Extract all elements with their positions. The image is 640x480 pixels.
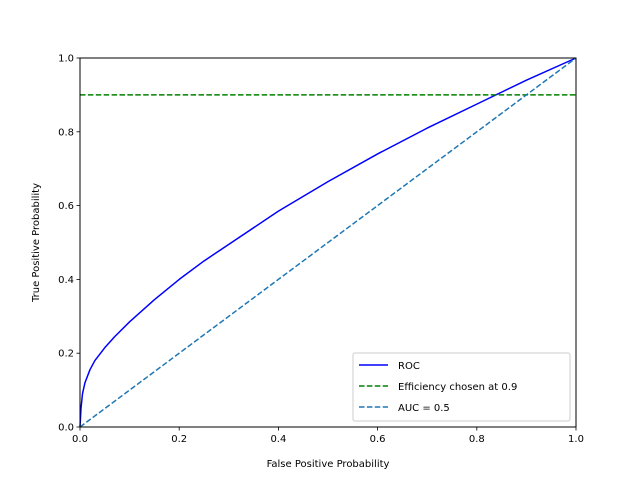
series-layer <box>79 57 577 428</box>
y-tick-label: 0.6 <box>58 201 74 212</box>
y-tick-label: 0.0 <box>58 423 74 434</box>
series-line-0 <box>79 57 577 428</box>
series-line-2 <box>79 57 577 428</box>
legend-label-roc: ROC <box>398 361 420 372</box>
ticks-layer: 0.0 0.2 0.4 0.6 0.8 1.0 0.0 0.2 0.4 0.6 0.8 1.0 <box>58 54 584 446</box>
y-tick-label: 0.8 <box>58 127 74 138</box>
legend: ROC Efficiency chosen at 0.9 AUC = 0.5 <box>352 352 571 422</box>
y-tick-label: 0.4 <box>58 275 74 286</box>
x-tick-label: 0.0 <box>72 434 88 445</box>
x-tick-label: 0.2 <box>171 434 187 445</box>
x-tick-label: 0.8 <box>469 434 485 445</box>
x-axis-label: False Positive Probability <box>267 459 390 470</box>
x-tick-label: 0.6 <box>370 434 386 445</box>
y-tick-label: 0.2 <box>58 349 74 360</box>
y-tick-label: 1.0 <box>58 54 74 65</box>
plot-frame <box>79 57 577 428</box>
legend-label-efficiency: Efficiency chosen at 0.9 <box>398 382 517 393</box>
legend-box <box>352 352 571 422</box>
y-axis-label: True Positive Probability <box>31 183 42 303</box>
x-tick-label: 0.4 <box>270 434 286 445</box>
x-tick-label: 1.0 <box>568 434 584 445</box>
legend-label-auc: AUC = 0.5 <box>398 403 450 414</box>
